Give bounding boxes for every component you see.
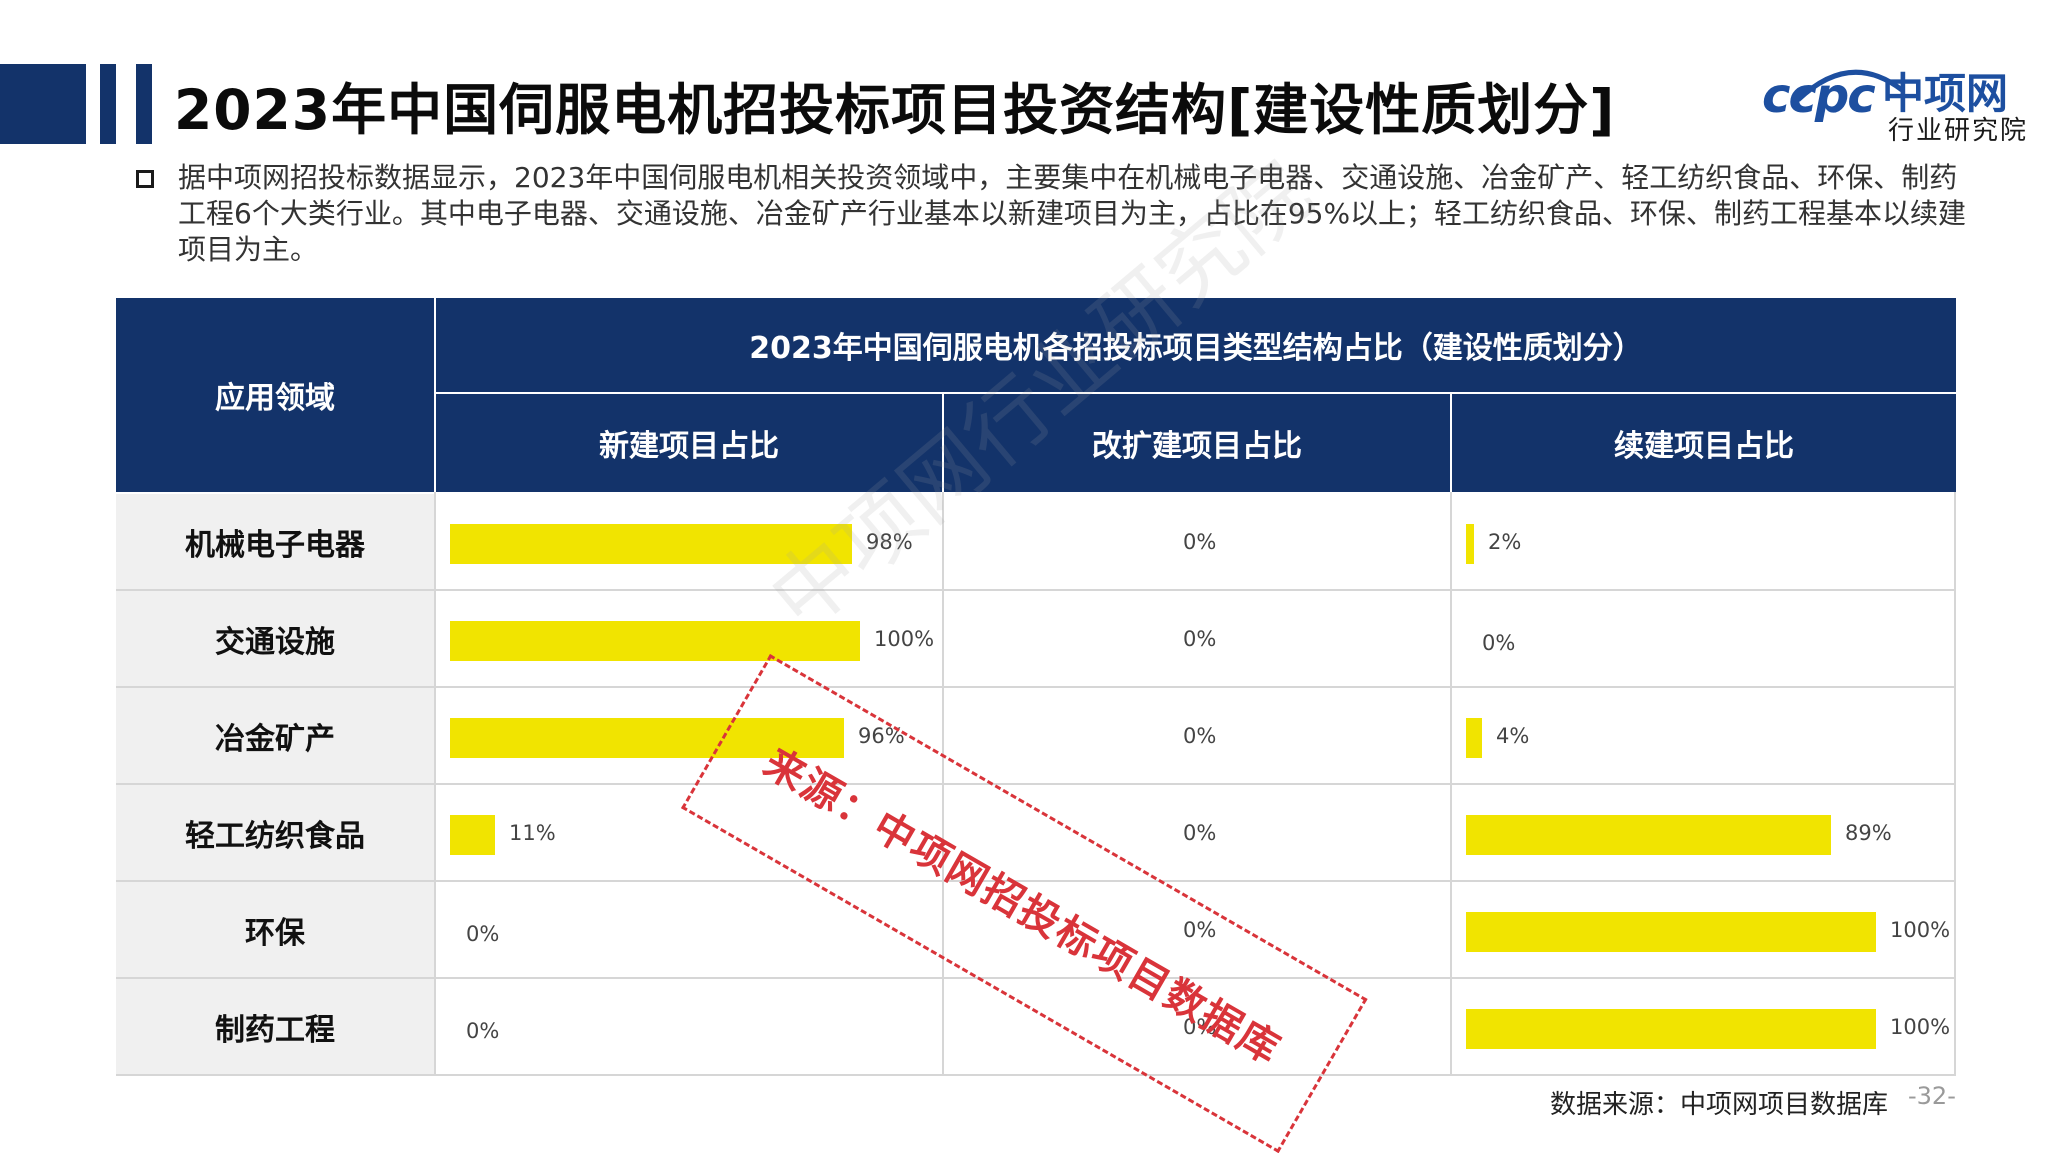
row-label: 环保 xyxy=(116,882,434,977)
logo-brand: ccpc xyxy=(1762,68,1876,124)
value-label: 100% xyxy=(1890,918,1951,942)
value-label: 0% xyxy=(1183,1015,1217,1039)
percentage-bar xyxy=(450,718,844,758)
data-source-note: 数据来源：中项网项目数据库 xyxy=(1550,1090,1889,1120)
row-divider xyxy=(116,783,1956,785)
value-label: 4% xyxy=(1496,724,1530,748)
value-label: 0% xyxy=(1183,724,1217,748)
value-label: 0% xyxy=(1183,530,1217,554)
bullet-square-icon xyxy=(136,170,154,188)
value-label: 100% xyxy=(1890,1015,1951,1039)
percentage-bar xyxy=(1466,815,1831,855)
page-title: 2023年中国伺服电机招投标项目投资结构[建设性质划分] xyxy=(174,78,1616,142)
value-label: 2% xyxy=(1488,530,1522,554)
column-header-new: 新建项目占比 xyxy=(436,394,942,492)
value-label: 0% xyxy=(466,922,500,946)
intro-paragraph: 据中项网招投标数据显示，2023年中国伺服电机相关投资领域中，主要集中在机械电子… xyxy=(178,161,1967,266)
column-divider xyxy=(1450,492,1452,1074)
company-logo: ccpc 中项网 行业研究院 xyxy=(1762,58,2026,146)
column-header-expansion: 改扩建项目占比 xyxy=(944,394,1450,492)
percentage-bar xyxy=(450,524,852,564)
value-label: 0% xyxy=(1183,821,1217,845)
value-label: 0% xyxy=(466,1019,500,1043)
row-divider xyxy=(116,1074,1956,1076)
value-label: 0% xyxy=(1183,627,1217,651)
value-label: 100% xyxy=(874,627,935,651)
percentage-bar xyxy=(1466,524,1474,564)
header-accent-stripe xyxy=(100,64,116,144)
row-divider xyxy=(116,880,1956,882)
table-header-span: 2023年中国伺服电机各招投标项目类型结构占比（建设性质划分） xyxy=(436,298,1956,392)
percentage-bar xyxy=(1466,718,1482,758)
table-header-field: 应用领域 xyxy=(116,298,434,492)
row-label: 机械电子电器 xyxy=(116,494,434,589)
value-label: 96% xyxy=(858,724,905,748)
value-label: 11% xyxy=(509,821,556,845)
column-divider xyxy=(942,492,944,1074)
percentage-bar xyxy=(450,815,495,855)
percentage-bar xyxy=(450,621,860,661)
row-label: 轻工纺织食品 xyxy=(116,785,434,880)
row-label: 制药工程 xyxy=(116,979,434,1074)
value-label: 89% xyxy=(1845,821,1892,845)
header-accent-stripe xyxy=(136,64,152,144)
value-label: 98% xyxy=(866,530,913,554)
row-label: 冶金矿产 xyxy=(116,688,434,783)
logo-name: 中项网 xyxy=(1882,69,2009,118)
structure-table: 应用领域 2023年中国伺服电机各招投标项目类型结构占比（建设性质划分） 新建项… xyxy=(116,298,1956,1076)
percentage-bar xyxy=(1466,1009,1876,1049)
column-divider xyxy=(434,492,436,1074)
logo-subtitle: 行业研究院 xyxy=(1888,116,2029,146)
value-label: 0% xyxy=(1482,631,1516,655)
page-number: -32- xyxy=(1908,1082,1956,1110)
percentage-bar xyxy=(1466,912,1876,952)
row-divider xyxy=(116,589,1956,591)
column-divider xyxy=(1954,492,1956,1074)
row-label: 交通设施 xyxy=(116,591,434,686)
row-divider xyxy=(116,977,1956,979)
row-divider xyxy=(116,686,1956,688)
logo-arc-icon xyxy=(1796,69,1904,102)
value-label: 0% xyxy=(1183,918,1217,942)
header-accent-bar xyxy=(0,64,86,144)
column-header-continued: 续建项目占比 xyxy=(1452,394,1956,492)
